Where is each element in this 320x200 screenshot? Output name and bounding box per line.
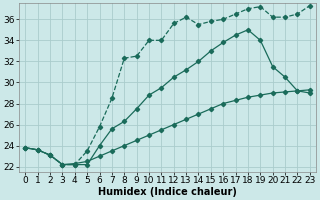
X-axis label: Humidex (Indice chaleur): Humidex (Indice chaleur) [98,187,237,197]
